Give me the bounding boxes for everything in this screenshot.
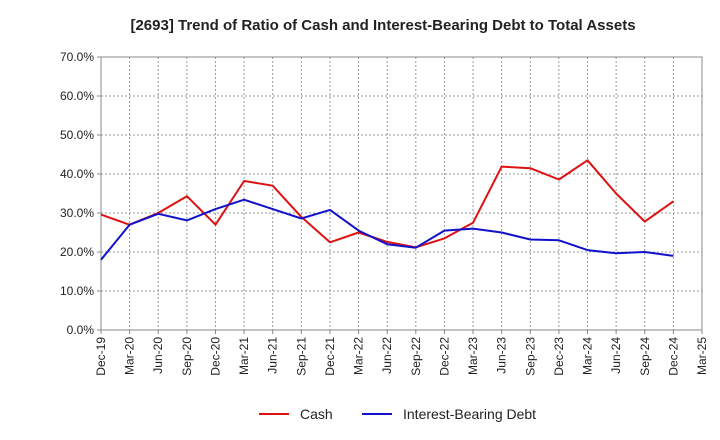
x-tick-label: Jun-20 [151,337,165,374]
x-tick-label: Jun-24 [609,337,623,374]
chart-title: [2693] Trend of Ratio of Cash and Intere… [130,17,635,34]
x-tick-label: Sep-20 [180,337,194,376]
y-tick-label: 60.0% [60,89,94,103]
x-tick-label: Sep-21 [294,337,308,376]
x-tick-label: Dec-20 [208,337,222,376]
x-tick-label: Mar-20 [123,337,137,375]
x-tick-label: Sep-24 [638,337,652,376]
y-tick-label: 30.0% [60,206,94,220]
y-tick-label: 0.0% [67,323,95,337]
series-layer [100,159,674,261]
y-tick-label: 10.0% [60,284,94,298]
x-tick-label: Dec-22 [437,337,451,376]
x-tick-label: Jun-21 [266,337,280,374]
y-tick-label: 40.0% [60,167,94,181]
x-tick-label: Mar-23 [466,337,480,375]
legend-label-interest-bearing-debt: Interest-Bearing Debt [403,406,536,422]
grid [100,56,703,331]
x-tick-label: Mar-21 [237,337,251,375]
x-axis: Dec-19 Mar-20 Jun-20 Sep-20 Dec-20 Mar-21 Jun-… [94,330,709,376]
y-tick-label: 20.0% [60,245,94,259]
x-tick-label: Jun-22 [380,337,394,374]
series-line-interest-bearing-debt [100,198,674,261]
x-tick-label: Dec-23 [552,337,566,376]
x-tick-label: Dec-24 [666,337,680,376]
legend: Cash Interest-Bearing Debt [259,406,536,422]
x-tick-label: Dec-21 [323,337,337,376]
x-tick-label: Mar-25 [695,337,709,375]
x-tick-label: Mar-22 [352,337,366,375]
x-tick-label: Jun-23 [495,337,509,374]
series-line-cash [100,159,674,249]
x-tick-label: Mar-24 [581,337,595,375]
legend-label-cash: Cash [300,406,333,422]
x-tick-label: Sep-23 [523,337,537,376]
x-tick-label: Sep-22 [409,337,423,376]
y-tick-label: 70.0% [60,50,94,64]
y-axis: 0.0% 10.0% 20.0% 30.0% 40.0% 50.0% 60.0% 70.0% [60,50,101,337]
plot-frame [100,56,703,331]
y-tick-label: 50.0% [60,128,94,142]
x-tick-label: Dec-19 [94,337,108,376]
